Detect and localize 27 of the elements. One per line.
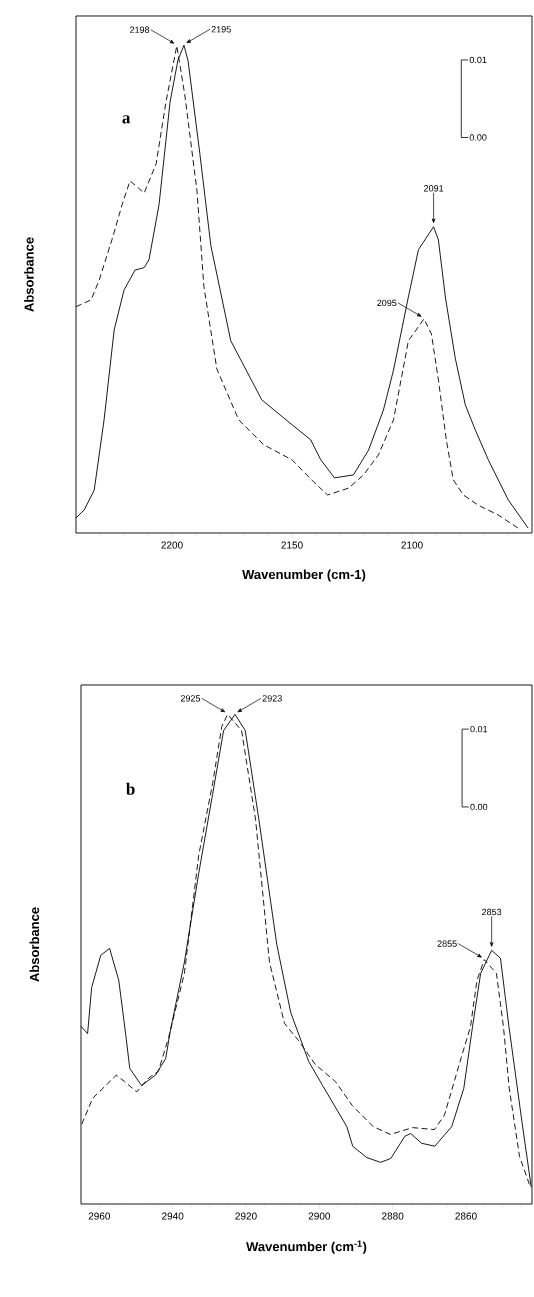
x-tick-label: 2940: [162, 1212, 184, 1220]
x-tick-label: 2100: [401, 541, 423, 549]
x-tick-label: 2860: [455, 1212, 477, 1220]
x-tick-label: 2960: [88, 1212, 111, 1220]
annotation: b: [126, 782, 135, 795]
annotation: 2923: [262, 695, 282, 702]
annotation: 2095: [377, 299, 397, 307]
x-tick-label: 2200: [161, 541, 183, 549]
annotation: 2853: [482, 908, 502, 916]
annotation: 2925: [180, 695, 201, 702]
annotation: 0.01: [470, 725, 488, 733]
annotation: a: [122, 115, 131, 124]
x-axis-title: Wavenumber (cm$^{-1}$): [246, 1240, 367, 1254]
x-tick-label: 2150: [281, 541, 303, 549]
annotation: 2091: [424, 185, 444, 192]
annotation: 2198: [130, 26, 150, 33]
annotation: 2855: [437, 940, 457, 947]
annotation: 0.00: [469, 134, 487, 141]
x-tick-label: 2880: [382, 1212, 404, 1220]
x-axis-title: Wavenumber (cm-1): [242, 569, 366, 582]
y-axis-title: Absorbance: [29, 907, 40, 982]
annotation: 0.00: [470, 803, 488, 811]
x-tick-label: 2920: [235, 1212, 257, 1220]
y-axis-title: Absorbance: [24, 237, 34, 312]
annotation: 0.01: [469, 56, 487, 64]
x-tick-label: 2900: [308, 1212, 331, 1220]
annotation: 2195: [211, 26, 231, 33]
